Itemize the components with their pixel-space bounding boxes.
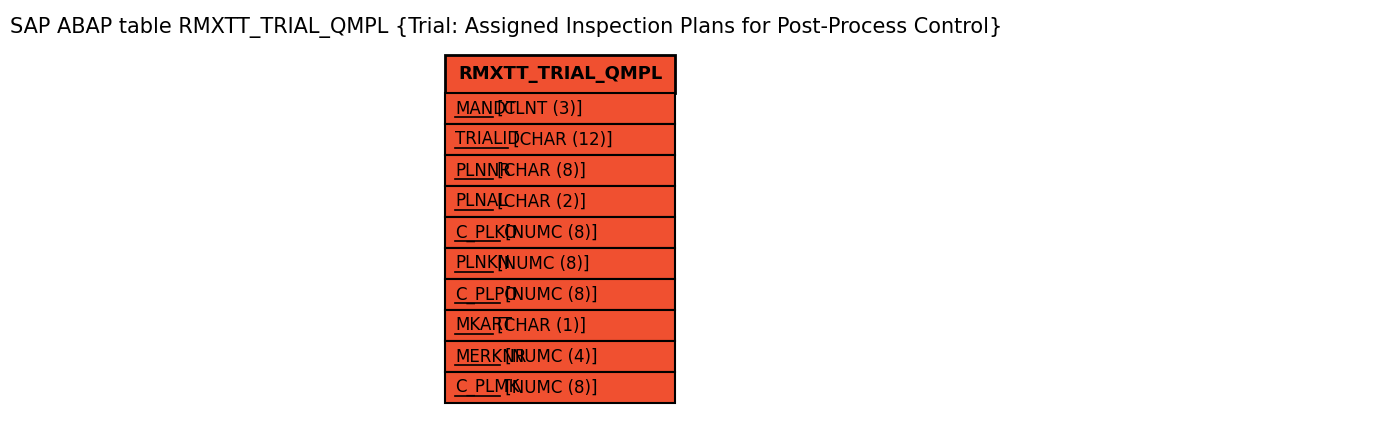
- Text: PLNNR: PLNNR: [454, 162, 511, 180]
- Text: [NUMC (8)]: [NUMC (8)]: [500, 378, 597, 397]
- Bar: [445, 248, 676, 279]
- Text: SAP ABAP table RMXTT_TRIAL_QMPL {Trial: Assigned Inspection Plans for Post-Proce: SAP ABAP table RMXTT_TRIAL_QMPL {Trial: …: [10, 18, 1002, 38]
- Text: C_PLPO: C_PLPO: [454, 286, 518, 304]
- Text: [NUMC (8)]: [NUMC (8)]: [493, 254, 590, 273]
- Text: MERKNR: MERKNR: [454, 347, 526, 365]
- Text: PLNAL: PLNAL: [454, 193, 508, 210]
- Text: [CHAR (2)]: [CHAR (2)]: [493, 193, 586, 210]
- Bar: [445, 217, 676, 248]
- Bar: [445, 155, 676, 186]
- Text: [CHAR (1)]: [CHAR (1)]: [493, 317, 586, 334]
- Text: TRIALID: TRIALID: [454, 130, 520, 149]
- Bar: [445, 310, 676, 341]
- Text: PLNKN: PLNKN: [454, 254, 511, 273]
- Bar: [445, 279, 676, 310]
- Text: [NUMC (4)]: [NUMC (4)]: [500, 347, 597, 365]
- Text: RMXTT_TRIAL_QMPL: RMXTT_TRIAL_QMPL: [457, 65, 662, 83]
- Text: [NUMC (8)]: [NUMC (8)]: [500, 286, 597, 304]
- Text: C_PLKO: C_PLKO: [454, 223, 518, 241]
- Text: [NUMC (8)]: [NUMC (8)]: [500, 223, 597, 241]
- Bar: [445, 186, 676, 217]
- Bar: [445, 55, 676, 93]
- Bar: [445, 124, 676, 155]
- Text: [CLNT (3)]: [CLNT (3)]: [493, 99, 584, 118]
- Bar: [445, 93, 676, 124]
- Text: C_PLMK: C_PLMK: [454, 378, 519, 397]
- Text: [CHAR (12)]: [CHAR (12)]: [508, 130, 612, 149]
- Bar: [445, 341, 676, 372]
- Text: MANDT: MANDT: [454, 99, 516, 118]
- Text: MKART: MKART: [454, 317, 512, 334]
- Bar: [445, 372, 676, 403]
- Text: [CHAR (8)]: [CHAR (8)]: [493, 162, 586, 180]
